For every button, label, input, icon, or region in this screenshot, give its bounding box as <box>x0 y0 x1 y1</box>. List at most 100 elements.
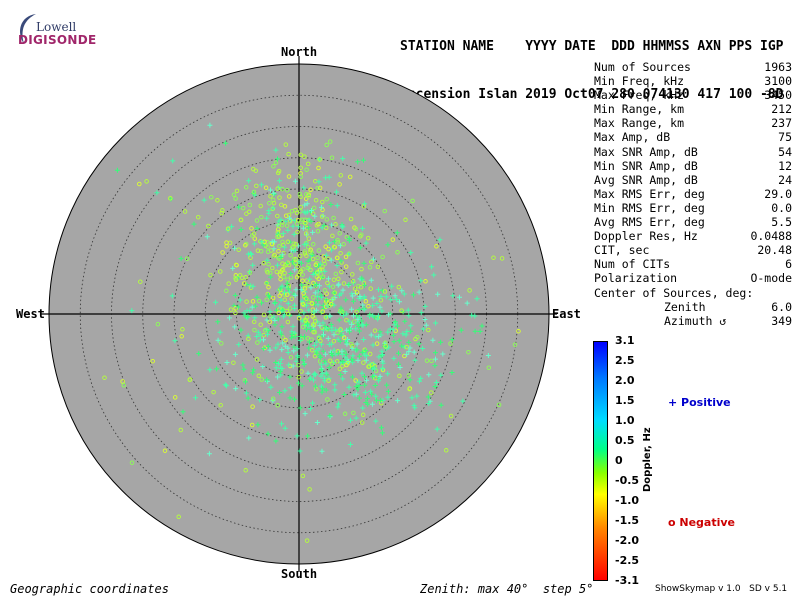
positive-source-marker <box>278 297 284 303</box>
positive-source-marker <box>306 339 312 345</box>
positive-source-marker <box>312 290 318 296</box>
positive-source-marker <box>291 231 297 237</box>
positive-source-marker <box>438 372 444 378</box>
positive-source-marker <box>323 361 329 367</box>
positive-source-marker <box>426 401 432 406</box>
positive-source-marker <box>319 448 325 454</box>
negative-source-marker <box>286 151 291 157</box>
positive-source-marker <box>363 357 369 363</box>
negative-source-marker <box>346 251 352 257</box>
positive-source-marker <box>359 370 365 376</box>
positive-source-marker <box>279 421 284 427</box>
positive-source-marker <box>275 231 281 237</box>
colorbar-tick-label: -2.5 <box>615 554 640 567</box>
negative-source-marker <box>320 264 325 269</box>
positive-source-marker <box>326 365 332 371</box>
positive-source-marker <box>353 415 359 421</box>
stat-value: 237 <box>771 116 792 131</box>
positive-source-marker <box>416 289 422 295</box>
positive-source-marker <box>315 288 321 294</box>
positive-source-marker <box>336 281 342 287</box>
stat-row: Num of CITs 6 <box>594 257 792 271</box>
negative-source-marker <box>317 185 323 191</box>
negative-source-marker <box>155 321 161 327</box>
coordinate-system-label: Geographic coordinates <box>10 582 169 596</box>
positive-source-marker <box>353 384 359 389</box>
positive-source-marker <box>285 350 291 355</box>
stat-value: 29.0 <box>764 186 792 201</box>
negative-source-marker <box>434 244 439 249</box>
positive-source-marker <box>278 331 284 337</box>
negative-source-marker <box>322 261 327 267</box>
negative-source-marker <box>252 327 257 333</box>
negative-source-marker <box>255 340 260 345</box>
colorbar-tick-label: 1.0 <box>615 414 635 427</box>
negative-source-marker <box>215 198 220 203</box>
positive-source-marker <box>378 425 384 431</box>
positive-source-marker <box>416 341 422 347</box>
positive-source-marker <box>390 327 396 333</box>
stat-value: 12 <box>778 158 792 173</box>
negative-source-marker <box>298 204 303 210</box>
positive-source-marker <box>308 285 314 291</box>
negative-source-marker <box>310 256 316 262</box>
colorbar-tick-label: 3.1 <box>615 334 635 347</box>
positive-source-marker <box>297 337 303 343</box>
negative-source-marker <box>306 263 311 268</box>
negative-source-marker <box>275 213 280 219</box>
negative-source-marker <box>233 310 238 316</box>
positive-source-marker <box>154 190 160 196</box>
positive-source-marker <box>343 297 349 303</box>
negative-source-marker <box>284 223 290 228</box>
negative-source-marker <box>320 274 326 280</box>
positive-source-marker <box>323 387 329 393</box>
positive-source-marker <box>282 289 287 295</box>
positive-source-marker <box>232 324 238 330</box>
positive-source-marker <box>344 356 350 362</box>
positive-source-marker <box>290 223 296 229</box>
positive-source-marker <box>394 296 400 302</box>
positive-source-marker <box>282 343 288 349</box>
positive-source-marker <box>339 223 345 229</box>
positive-source-marker <box>361 295 367 301</box>
positive-source-marker <box>314 339 320 345</box>
negative-source-marker <box>323 315 329 320</box>
negative-source-marker <box>338 250 343 256</box>
positive-source-marker <box>308 375 314 381</box>
positive-source-marker <box>379 353 385 359</box>
negative-source-marker <box>284 188 290 193</box>
positive-source-marker <box>420 346 426 351</box>
positive-source-marker <box>301 362 307 368</box>
positive-source-marker <box>372 383 378 388</box>
positive-source-marker <box>273 360 279 365</box>
negative-source-marker <box>284 292 290 297</box>
positive-source-marker <box>304 326 309 332</box>
colorbar-tick-label: -2.0 <box>615 534 640 547</box>
negative-source-marker <box>373 368 379 374</box>
negative-source-marker <box>395 250 400 255</box>
negative-source-marker <box>323 244 328 249</box>
positive-source-marker <box>349 306 355 312</box>
negative-source-marker <box>237 272 243 278</box>
negative-source-marker <box>302 286 308 291</box>
positive-source-marker <box>394 230 400 236</box>
positive-source-marker <box>276 178 282 184</box>
positive-source-marker <box>319 204 324 210</box>
positive-source-marker <box>322 268 328 274</box>
legend-negative: o Negative <box>668 516 736 529</box>
positive-source-marker <box>412 405 418 411</box>
negative-source-marker <box>365 235 371 241</box>
positive-source-marker <box>275 222 281 228</box>
negative-source-marker <box>274 269 280 275</box>
negative-source-marker <box>263 185 269 190</box>
positive-source-marker <box>317 323 323 329</box>
stat-label: Min Range, km <box>594 102 685 117</box>
positive-source-marker <box>278 356 284 362</box>
positive-source-marker <box>425 394 431 400</box>
positive-source-marker <box>328 322 334 327</box>
negative-source-marker <box>338 327 343 332</box>
positive-source-marker <box>323 351 329 357</box>
positive-source-marker <box>432 384 438 389</box>
stat-value: 349 <box>771 313 792 328</box>
positive-source-marker <box>406 339 412 345</box>
